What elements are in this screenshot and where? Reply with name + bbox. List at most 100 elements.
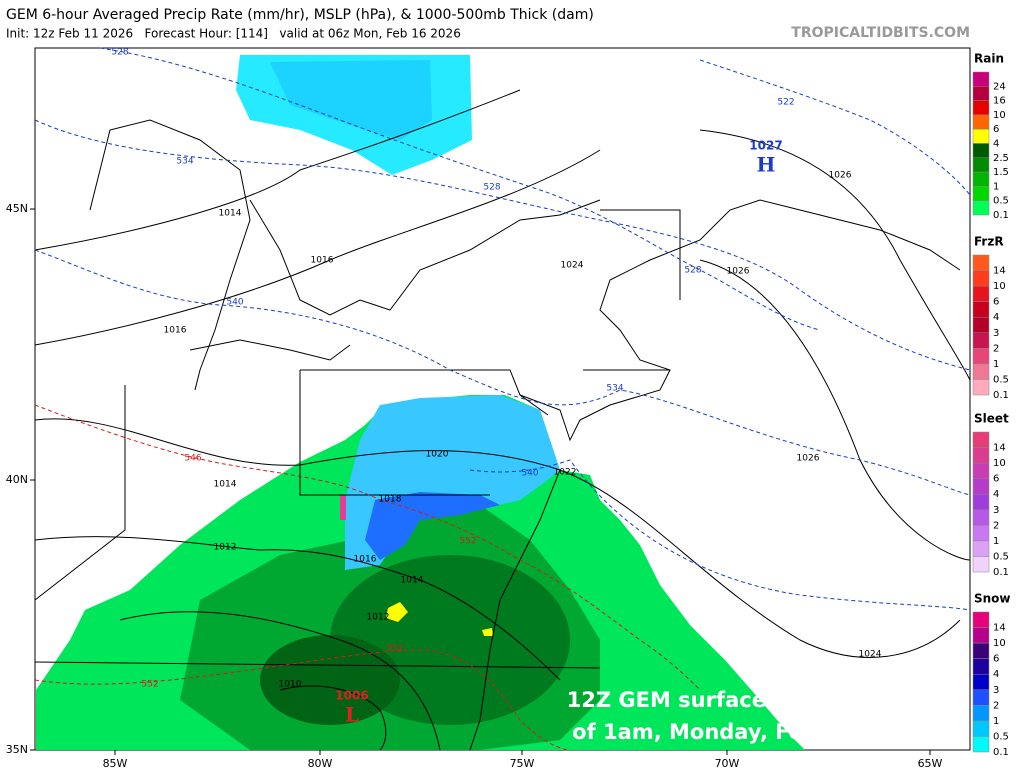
legend-level: 0.5 [993,731,1009,742]
isobar-label: 1024 [859,650,882,660]
lat-label: 35N [6,743,28,756]
thickness-label: 522 [777,98,794,108]
high-pressure-value: 1027 [749,139,782,153]
thickness-labels: 528 534 528 540 528 522 534 540 546 552 … [111,48,794,690]
annotation: 12Z GEM surface forecast map as of 1am, … [567,688,963,744]
thickness-label: 534 [176,157,193,167]
legend-level: 4 [993,489,999,500]
thickness-label: 540 [226,298,243,308]
legend-swatch [972,658,990,675]
legend-swatch [972,736,990,753]
legend-level: 0.1 [993,390,1009,401]
legend-swatch [972,254,990,271]
lon-label: 65W [918,757,943,770]
thickness-label: 528 [684,266,701,276]
sleet-patch [340,495,346,520]
isobar-label: 1014 [214,480,237,490]
isobar-label: 1014 [219,209,242,219]
isobars [34,89,971,751]
lat-label: 40N [6,473,28,486]
snow-moderate [365,492,500,560]
legend-level: 2 [993,520,999,531]
legend-level: 4 [993,312,999,323]
legend-swatch [972,556,990,573]
isobar-labels: 1014 1016 1016 1024 1026 1026 1026 1020 … [164,171,882,690]
legend-swatch [972,720,990,737]
legend-level: 6 [993,297,999,308]
lon-label: 80W [308,757,333,770]
lon-label: 70W [715,757,740,770]
legend-swatch [972,186,990,201]
legend-level: 1 [993,181,999,192]
legend-level: 24 [993,81,1006,92]
legend-swatch [972,270,990,287]
legend-level: 3 [993,505,999,516]
isobar-label: 1012 [214,543,237,553]
thickness-label: 534 [606,384,623,394]
isobar-label: 1020 [426,450,449,460]
legend-level: 1 [993,359,999,370]
legend-level: 4 [993,139,999,150]
legend-swatch [972,509,990,526]
legend-swatch [972,642,990,659]
isobar-label: 1014 [401,576,424,586]
legend-swatch [972,157,990,173]
legend-level: 2.5 [993,153,1009,164]
map-frame [34,47,971,751]
lon-label: 85W [103,757,128,770]
legend-swatch [972,525,990,542]
legend-level: 1 [993,716,999,727]
legend-level: 0.1 [993,567,1009,578]
isobar-label: 1026 [727,267,750,277]
isobar-label: 1024 [561,261,584,271]
map-subtitle: Init: 12z Feb 11 2026 Forecast Hour: [11… [6,27,461,41]
map-title: GEM 6-hour Averaged Precip Rate (mm/hr),… [6,7,594,23]
high-symbol: H [757,153,776,177]
isobar-label: 1026 [829,171,852,181]
thickness-label: 546 [184,454,201,464]
legend-title: Rain [974,52,1004,66]
legend-level: 3 [993,328,999,339]
legend-title: FrzR [974,235,1004,249]
credit: TROPICALTIDBITS.COM [791,25,970,41]
legend-swatch [972,114,990,130]
isobar-label: 1016 [164,326,187,336]
thickness-label: 552 [141,680,158,690]
legend-level: 10 [993,458,1006,469]
legend-level: 1.5 [993,167,1009,178]
legend-swatch [972,431,990,448]
legend-swatch [972,128,990,144]
legend-level: 4 [993,669,999,680]
legend-swatch [972,540,990,557]
snow-core [270,60,432,140]
legend-swatch [972,447,990,464]
legend-level: 0.5 [993,551,1009,562]
isobar-label: 1018 [379,495,402,505]
legend-title: Sleet [974,412,1009,426]
thickness-label: 540 [521,469,538,479]
legend-swatch [972,171,990,187]
legend: Rain241610642.51.510.50.1FrzR1410643210.… [972,52,1011,758]
legend-swatch [972,100,990,116]
annotation-line: 12Z GEM surface forecast map as [567,688,963,712]
legend-title: Snow [974,592,1011,606]
legend-level: 14 [993,623,1006,634]
legend-level: 6 [993,124,999,135]
low-pressure-value: 1006 [335,689,368,703]
legend-swatch [972,316,990,334]
legend-level: 10 [993,281,1006,292]
legend-swatch [972,673,990,691]
pressure-centers: 1027 H 1006 L [335,139,782,727]
thickness-label: 528 [111,48,128,58]
legend-level: 0.1 [993,210,1009,221]
legend-swatch [972,611,990,628]
legend-swatch [972,478,990,495]
legend-swatch [972,86,990,101]
legend-swatch [972,71,990,87]
isobar-label: 1010 [279,680,302,690]
legend-swatch [972,627,990,644]
legend-swatch [972,332,990,349]
legend-swatch [972,379,990,396]
rain-heavy [260,635,400,725]
legend-swatch [972,363,990,380]
